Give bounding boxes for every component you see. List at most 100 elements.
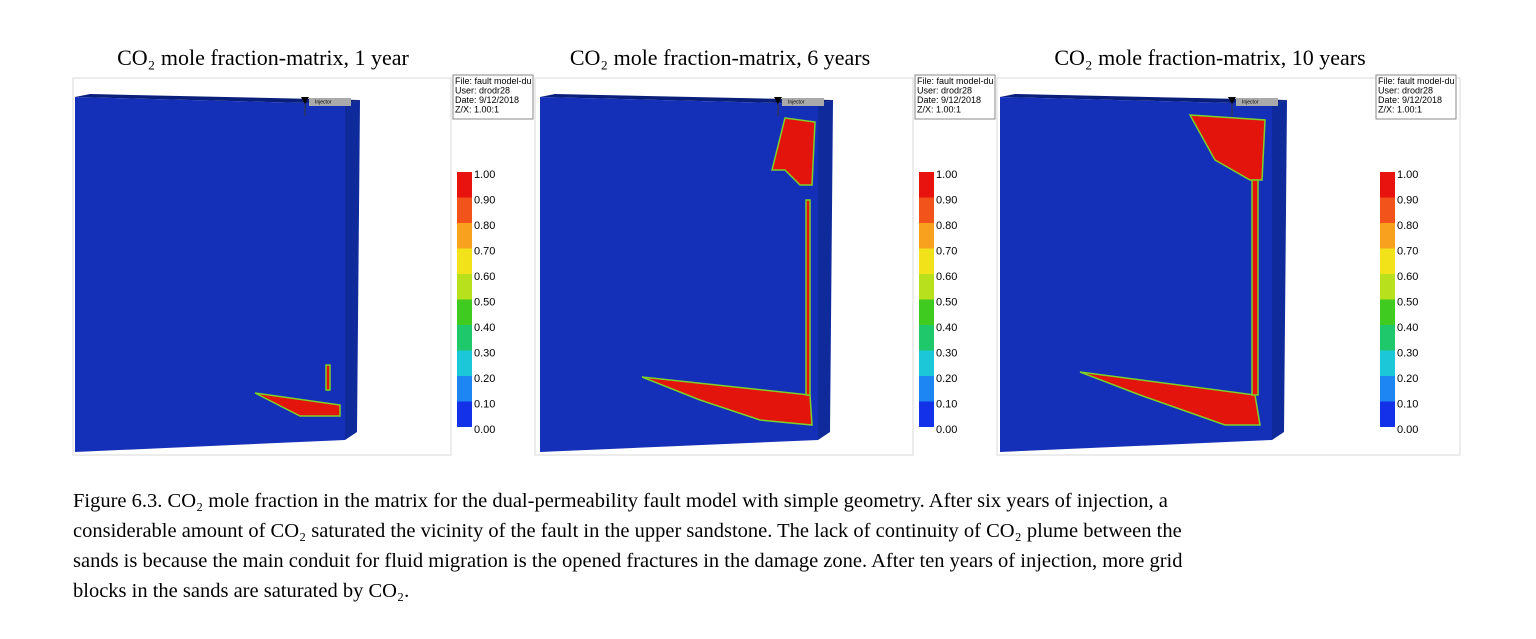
colorbar-label: 0.20 bbox=[936, 373, 957, 385]
colorbar-segment bbox=[919, 350, 934, 376]
colorbar-label: 0.00 bbox=[936, 424, 957, 436]
colorbar-segment bbox=[1380, 299, 1395, 325]
colorbar-segment bbox=[457, 401, 472, 427]
injector-label: Injector bbox=[315, 99, 332, 105]
colorbar-segment bbox=[457, 299, 472, 325]
colorbar-segment bbox=[1380, 376, 1395, 402]
colorbar-label: 0.40 bbox=[1397, 322, 1418, 334]
colorbar-segment bbox=[919, 299, 934, 325]
slab-front bbox=[1000, 97, 1272, 452]
colorbar-label: 0.70 bbox=[936, 245, 957, 257]
co2-plume bbox=[641, 376, 813, 426]
slab-front bbox=[75, 97, 345, 452]
panel-title: CO₂ mole fraction-matrix, 1 year bbox=[117, 45, 409, 70]
colorbar-segment bbox=[457, 197, 472, 223]
colorbar-label: 0.30 bbox=[936, 347, 957, 359]
injector-marker bbox=[774, 97, 782, 104]
info-line: File: fault model-du bbox=[917, 76, 994, 86]
colorbar-segment bbox=[1380, 248, 1395, 274]
injector-box bbox=[1236, 98, 1278, 106]
colorbar-segment bbox=[919, 172, 934, 198]
injector-box bbox=[309, 98, 351, 106]
colorbar-segment bbox=[1380, 172, 1395, 198]
info-box bbox=[1375, 74, 1457, 120]
info-line: File: fault model-du bbox=[455, 76, 532, 86]
slab-front bbox=[540, 97, 818, 452]
colorbar-label: 0.60 bbox=[936, 271, 957, 283]
colorbar-label: 1.00 bbox=[474, 169, 495, 181]
slab-side bbox=[818, 100, 833, 440]
colorbar-label: 0.80 bbox=[474, 220, 495, 232]
colorbar-label: 0.20 bbox=[474, 373, 495, 385]
caption-line: sands is because the main conduit for fl… bbox=[73, 550, 1183, 572]
caption-line: blocks in the sands are saturated by CO₂… bbox=[73, 580, 409, 602]
colorbar-segment bbox=[919, 197, 934, 223]
colorbar-label: 0.40 bbox=[474, 322, 495, 334]
colorbar-label: 0.00 bbox=[474, 424, 495, 436]
info-line: Date: 9/12/2018 bbox=[1378, 95, 1442, 105]
colorbar-label: 0.50 bbox=[474, 296, 495, 308]
co2-plume bbox=[805, 199, 811, 396]
colorbar-label: 1.00 bbox=[936, 169, 957, 181]
colorbar-segment bbox=[919, 274, 934, 300]
colorbar-label: 0.00 bbox=[1397, 424, 1418, 436]
slab-top bbox=[75, 94, 360, 104]
colorbar-label: 0.80 bbox=[936, 220, 957, 232]
colorbar-segment bbox=[457, 325, 472, 351]
info-line: Z/X: 1.00:1 bbox=[1378, 105, 1422, 115]
colorbar-label: 1.00 bbox=[1397, 169, 1418, 181]
colorbar-label: 0.60 bbox=[474, 271, 495, 283]
colorbar-segment bbox=[457, 274, 472, 300]
slab-top bbox=[540, 94, 833, 104]
injector-marker bbox=[1228, 97, 1236, 104]
co2-plume bbox=[1251, 179, 1259, 396]
colorbar-label: 0.10 bbox=[1397, 398, 1418, 410]
colorbar-label: 0.80 bbox=[1397, 220, 1418, 232]
colorbar-segment bbox=[919, 248, 934, 274]
info-line: File: fault model-du bbox=[1378, 76, 1455, 86]
info-line: Date: 9/12/2018 bbox=[917, 95, 981, 105]
colorbar-segment bbox=[1380, 325, 1395, 351]
colorbar-segment bbox=[1380, 274, 1395, 300]
colorbar-label: 0.50 bbox=[1397, 296, 1418, 308]
colorbar-label: 0.30 bbox=[1397, 347, 1418, 359]
colorbar-segment bbox=[1380, 350, 1395, 376]
info-box bbox=[914, 74, 996, 120]
panel-title: CO₂ mole fraction-matrix, 10 years bbox=[1054, 45, 1365, 70]
colorbar-segment bbox=[919, 376, 934, 402]
colorbar-segment bbox=[457, 350, 472, 376]
colorbar-segment bbox=[919, 401, 934, 427]
slab-side bbox=[345, 100, 360, 440]
slab-side bbox=[1272, 100, 1287, 440]
info-line: Z/X: 1.00:1 bbox=[917, 105, 961, 115]
colorbar-segment bbox=[457, 172, 472, 198]
colorbar-label: 0.10 bbox=[474, 398, 495, 410]
colorbar-label: 0.30 bbox=[474, 347, 495, 359]
injector-label: Injector bbox=[788, 99, 805, 105]
colorbar-segment bbox=[919, 223, 934, 249]
co2-plume bbox=[1079, 371, 1261, 426]
colorbar-label: 0.70 bbox=[1397, 245, 1418, 257]
colorbar-label: 0.10 bbox=[936, 398, 957, 410]
colorbar-label: 0.70 bbox=[474, 245, 495, 257]
colorbar-label: 0.50 bbox=[936, 296, 957, 308]
panel-title: CO₂ mole fraction-matrix, 6 years bbox=[570, 45, 870, 70]
colorbar-label: 0.40 bbox=[936, 322, 957, 334]
colorbar-label: 0.90 bbox=[1397, 194, 1418, 206]
colorbar-label: 0.90 bbox=[474, 194, 495, 206]
colorbar-label: 0.20 bbox=[1397, 373, 1418, 385]
colorbar-segment bbox=[457, 376, 472, 402]
colorbar-segment bbox=[457, 223, 472, 249]
info-line: Date: 9/12/2018 bbox=[455, 95, 519, 105]
colorbar-segment bbox=[457, 248, 472, 274]
slab-top bbox=[1000, 94, 1287, 104]
info-line: Z/X: 1.00:1 bbox=[455, 105, 499, 115]
colorbar-label: 0.60 bbox=[1397, 271, 1418, 283]
injector-box bbox=[782, 98, 824, 106]
colorbar-segment bbox=[1380, 223, 1395, 249]
colorbar-segment bbox=[1380, 401, 1395, 427]
co2-plume bbox=[254, 392, 341, 417]
caption-line: considerable amount of CO₂ saturated the… bbox=[73, 520, 1182, 542]
